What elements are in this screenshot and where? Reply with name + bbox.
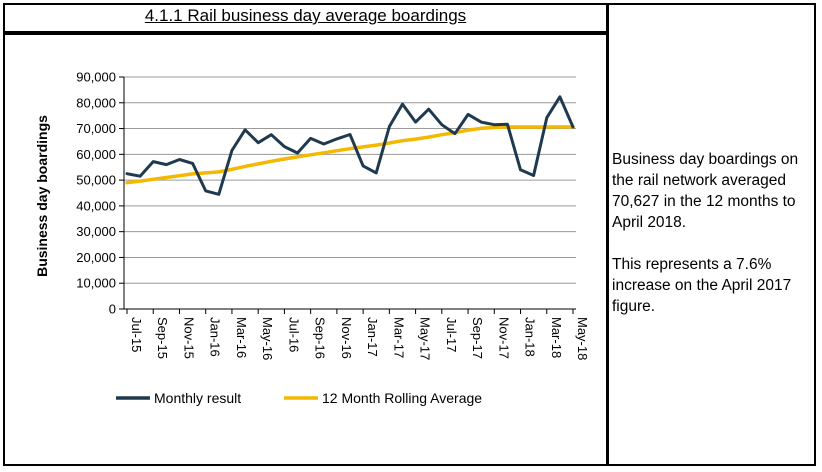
summary-paragraph-1: Business day boardings on the rail netwo… <box>612 151 799 231</box>
x-tick-label: Jul-17 <box>444 317 459 352</box>
x-tick-label: Mar-17 <box>391 317 406 358</box>
summary-paragraph-2: This represents a 7.6% increase on the A… <box>612 256 792 315</box>
summary-text: Business day boardings on the rail netwo… <box>612 149 812 317</box>
y-tick-label: 20,000 <box>76 250 116 265</box>
x-tick-label: Sep-15 <box>155 317 170 359</box>
y-tick-label: 10,000 <box>76 276 116 291</box>
x-tick-label: Jan-18 <box>523 317 538 357</box>
title-bar: 4.1.1 Rail business day average boarding… <box>3 3 608 35</box>
legend-monthly-label: Monthly result <box>154 390 241 406</box>
rolling-average-line <box>125 125 575 185</box>
x-tick-label: May-18 <box>575 317 590 360</box>
y-tick-label: 80,000 <box>76 95 116 110</box>
y-tick-label: 70,000 <box>76 121 116 136</box>
x-tick-label: Jul-16 <box>286 317 301 352</box>
y-tick-label: 90,000 <box>76 70 116 85</box>
y-tick-label: 60,000 <box>76 147 116 162</box>
x-tick-label: Mar-16 <box>234 317 249 358</box>
figure-title: 4.1.1 Rail business day average boarding… <box>144 6 467 25</box>
x-tick-label: Jul-15 <box>129 317 144 352</box>
x-tick-label: May-16 <box>260 317 275 360</box>
y-tick-label: 50,000 <box>76 173 116 188</box>
x-tick-label: Sep-17 <box>470 317 485 359</box>
y-tick-label: 30,000 <box>76 224 116 239</box>
x-tick-label: Nov-17 <box>496 317 511 359</box>
x-tick-label: Mar-18 <box>549 317 564 358</box>
rail-boardings-chart: 0 10,000 20,000 30,000 40,000 50,000 60,000 70,… <box>34 70 590 407</box>
x-tick-label: Jan-17 <box>365 317 380 357</box>
x-tick-label: Nov-15 <box>181 317 196 359</box>
figure-frame <box>3 3 816 466</box>
y-axis-title: Business day boardings <box>34 115 50 277</box>
x-tick-label: Nov-16 <box>339 317 354 359</box>
monthly-result-line <box>125 95 575 196</box>
panel-divider <box>606 3 609 466</box>
legend-rolling-label: 12 Month Rolling Average <box>322 390 482 406</box>
y-tick-label: 40,000 <box>76 198 116 213</box>
x-tick-label: Sep-16 <box>313 317 328 359</box>
x-tick-label: Jan-16 <box>208 317 223 357</box>
x-tick-label: May-17 <box>418 317 433 360</box>
y-tick-label: 0 <box>109 302 116 317</box>
